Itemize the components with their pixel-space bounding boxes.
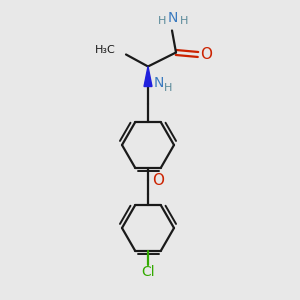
Text: Cl: Cl [141,265,155,278]
Text: H: H [180,16,188,26]
Text: N: N [154,76,164,91]
Polygon shape [144,67,152,86]
Text: O: O [200,47,212,62]
Text: N: N [168,11,178,26]
Text: H: H [164,83,172,94]
Text: H: H [158,16,166,26]
Text: H₃C: H₃C [95,46,116,56]
Text: O: O [152,173,164,188]
